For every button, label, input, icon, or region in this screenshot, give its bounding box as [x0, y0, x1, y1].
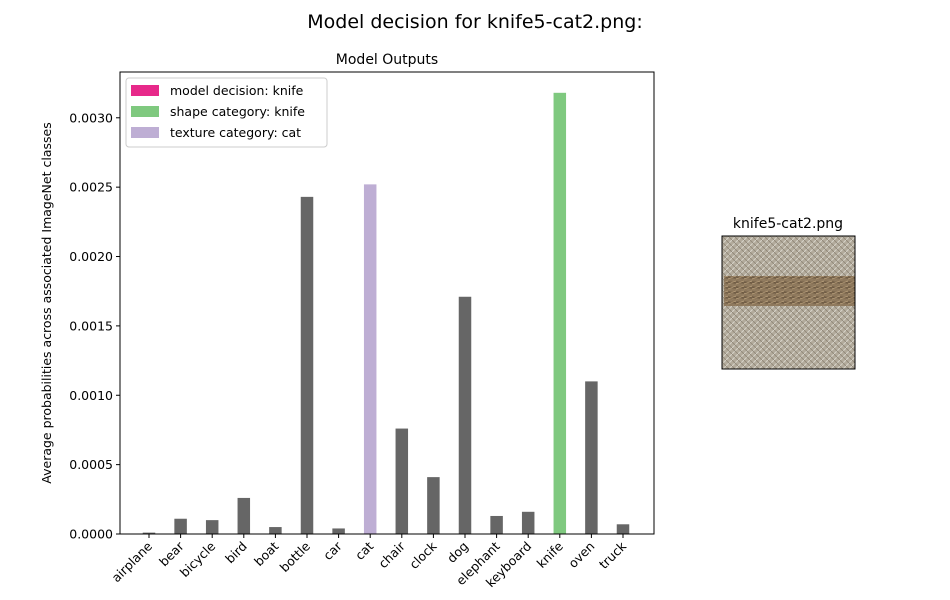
legend-swatch-texture [131, 127, 159, 138]
x-tick-label: oven [565, 539, 597, 571]
bar-elephant [490, 515, 503, 534]
y-tick-label: 0.0000 [69, 527, 113, 542]
thumbnail-title: knife5-cat2.png [733, 216, 843, 232]
y-tick-label: 0.0015 [69, 318, 113, 333]
bar-truck [616, 524, 630, 534]
y-tick-label: 0.0020 [69, 249, 113, 264]
bar-boat [269, 527, 282, 534]
legend-label-shape: shape category: knife [170, 104, 305, 119]
bar-car [332, 528, 345, 534]
bar-airplane [142, 532, 156, 534]
bar-bird [237, 497, 251, 534]
y-tick-label: 0.0030 [69, 110, 113, 125]
x-tick-label: chair [375, 538, 408, 571]
x-tick-label: bicycle [177, 538, 219, 580]
bars [142, 92, 630, 535]
bar-bicycle [205, 520, 219, 534]
legend-swatch-decision [131, 85, 159, 96]
plot-frame [119, 71, 655, 535]
bar-dog [458, 296, 472, 534]
bar-clock [427, 477, 440, 534]
legend-label-texture: texture category: cat [170, 125, 301, 140]
thumbnail-knife-shape [724, 276, 855, 306]
bar-chair [395, 428, 409, 534]
y-axis-label: Average probabilities across associated … [39, 122, 54, 483]
chart-title: Model Outputs [336, 52, 438, 68]
stimulus-thumbnail: knife5-cat2.png [721, 216, 856, 370]
legend-swatch-shape [131, 106, 159, 117]
bar-knife [553, 92, 567, 534]
bar-bear [174, 518, 187, 534]
x-tick-label: car [320, 538, 345, 563]
x-tick-label: clock [406, 538, 440, 572]
x-tick-label: bottle [277, 538, 314, 575]
y-tick-label: 0.0010 [69, 388, 113, 403]
figure-suptitle: Model decision for knife5-cat2.png: [307, 11, 643, 33]
thumbnail-frame [721, 235, 856, 370]
bar-keyboard [521, 511, 535, 534]
x-tick-label: dog [444, 539, 471, 566]
x-tick-label: bird [222, 539, 250, 567]
x-tick-label: cat [352, 538, 376, 562]
x-tick-label: knife [534, 538, 567, 571]
legend: model decision: knife shape category: kn… [125, 77, 328, 148]
legend-label-decision: model decision: knife [170, 83, 304, 98]
bar-cat [363, 184, 377, 535]
y-tick-label: 0.0005 [69, 457, 113, 472]
y-ticks: 0.0000 0.0005 0.0010 0.0015 0.0020 0.0025 0.00… [69, 110, 120, 542]
y-tick-label: 0.0025 [69, 180, 113, 195]
legend-box [125, 77, 328, 148]
bar-oven [585, 381, 598, 534]
bar-bottle [300, 196, 314, 534]
bar-chart: Model Outputs Average probabilities acro… [39, 52, 655, 590]
x-tick-label: truck [596, 538, 630, 572]
x-tick-label: airplane [108, 538, 155, 585]
